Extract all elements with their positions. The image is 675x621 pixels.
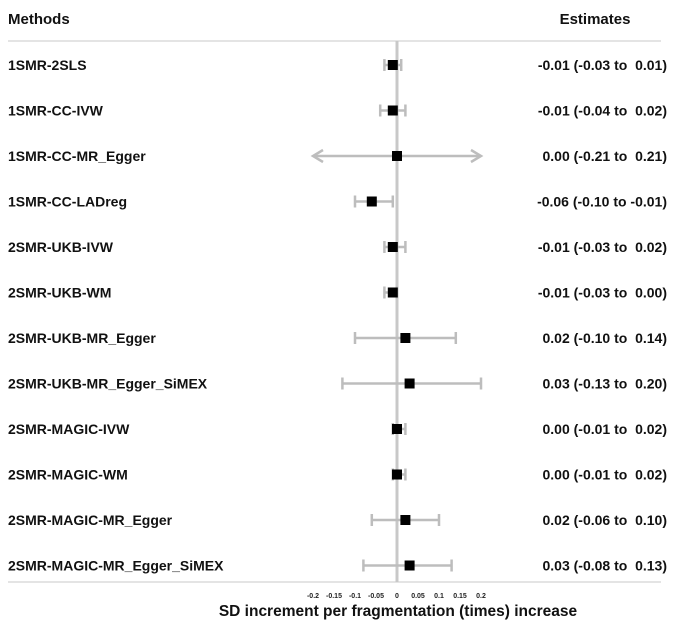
ci-arrow-right: [470, 148, 484, 164]
estimate-label: 0.00 (-0.21 to 0.21): [542, 148, 667, 164]
estimate-label: 0.02 (-0.06 to 0.10): [542, 512, 667, 528]
method-label: 2SMR-MAGIC-IVW: [8, 421, 130, 437]
point-estimate: [387, 242, 398, 252]
forest-row: 2SMR-UKB-IVW -0.01 (-0.03 to 0.02): [8, 239, 667, 255]
x-tick-label: 0.05: [411, 593, 425, 600]
method-label: 2SMR-MAGIC-MR_Egger_SiMEX: [8, 558, 224, 574]
x-tick-label: 0.1: [434, 593, 444, 600]
x-axis-ticks: -0.2 -0.15 -0.1 -0.05 0 0.05 0.1 0.15 0.2: [307, 593, 486, 600]
forest-row: 2SMR-UKB-MR_Egger_SiMEX 0.03 (-0.13 to 0.…: [8, 376, 667, 392]
point-estimate: [387, 287, 398, 298]
method-label: 2SMR-MAGIC-WM: [8, 467, 128, 483]
estimate-label: -0.06 (-0.10 to -0.01): [537, 194, 667, 210]
point-estimate: [400, 515, 411, 525]
x-tick-label: -0.05: [368, 593, 384, 600]
method-label: 1SMR-CC-IVW: [8, 103, 104, 119]
point-estimate: [400, 333, 411, 343]
method-label: 2SMR-UKB-WM: [8, 285, 111, 301]
x-tick-label: -0.1: [349, 593, 361, 600]
forest-row: 1SMR-CC-IVW -0.01 (-0.04 to 0.02): [8, 103, 667, 119]
ci-arrow-left: [310, 148, 324, 164]
point-estimate: [366, 196, 377, 207]
estimate-label: 0.02 (-0.10 to 0.14): [542, 330, 667, 346]
forest-row: 2SMR-MAGIC-MR_Egger 0.02 (-0.06 to 0.10): [8, 512, 667, 528]
estimate-label: -0.01 (-0.03 to 0.01): [538, 57, 667, 73]
point-estimate: [387, 60, 398, 70]
forest-row: 2SMR-MAGIC-IVW 0.00 (-0.01 to 0.02): [8, 421, 667, 437]
x-tick-label: -0.15: [326, 593, 342, 600]
forest-row: 1SMR-CC-MR_Egger 0.00 (-0.21 to 0.21): [8, 148, 667, 164]
forest-row: 1SMR-2SLS -0.01 (-0.03 to 0.01): [8, 57, 667, 73]
forest-row: 2SMR-MAGIC-MR_Egger_SiMEX 0.03 (-0.08 to …: [8, 558, 667, 574]
x-tick-label: 0: [395, 593, 399, 600]
x-axis-label: SD increment per fragmentation (times) i…: [219, 603, 578, 620]
forest-row: 2SMR-MAGIC-WM 0.00 (-0.01 to 0.02): [8, 467, 667, 483]
point-estimate: [404, 560, 415, 571]
method-label: 2SMR-MAGIC-MR_Egger: [8, 512, 173, 528]
method-label: 2SMR-UKB-MR_Egger: [8, 330, 156, 346]
x-tick-label: -0.2: [307, 593, 319, 600]
estimate-label: -0.01 (-0.03 to 0.02): [538, 239, 667, 255]
method-label: 2SMR-UKB-IVW: [8, 239, 114, 255]
methods-column-header: Methods: [8, 11, 70, 28]
forest-row: 2SMR-UKB-WM -0.01 (-0.03 to 0.00): [8, 285, 667, 301]
forest-row: 2SMR-UKB-MR_Egger 0.02 (-0.10 to 0.14): [8, 330, 667, 346]
estimate-label: -0.01 (-0.03 to 0.00): [538, 285, 667, 301]
method-label: 1SMR-2SLS: [8, 57, 87, 73]
x-tick-label: 0.15: [453, 593, 467, 600]
x-tick-label: 0.2: [476, 593, 486, 600]
point-estimate: [392, 151, 402, 161]
method-label: 1SMR-CC-MR_Egger: [8, 148, 146, 164]
estimate-label: 0.00 (-0.01 to 0.02): [542, 421, 667, 437]
point-estimate: [387, 105, 398, 116]
point-estimate: [392, 424, 402, 434]
estimates-column-header: Estimates: [560, 11, 631, 28]
method-label: 2SMR-UKB-MR_Egger_SiMEX: [8, 376, 208, 392]
estimate-label: 0.00 (-0.01 to 0.02): [542, 467, 667, 483]
method-label: 1SMR-CC-LADreg: [8, 194, 127, 210]
estimate-label: 0.03 (-0.08 to 0.13): [542, 558, 667, 574]
estimate-label: 0.03 (-0.13 to 0.20): [542, 376, 667, 392]
point-estimate: [404, 378, 415, 389]
forest-row: 1SMR-CC-LADreg -0.06 (-0.10 to -0.01): [8, 194, 667, 210]
estimate-label: -0.01 (-0.04 to 0.02): [538, 103, 667, 119]
forest-rows: 1SMR-2SLS -0.01 (-0.03 to 0.01) 1SMR-CC-IV…: [8, 57, 667, 574]
point-estimate: [392, 469, 402, 480]
